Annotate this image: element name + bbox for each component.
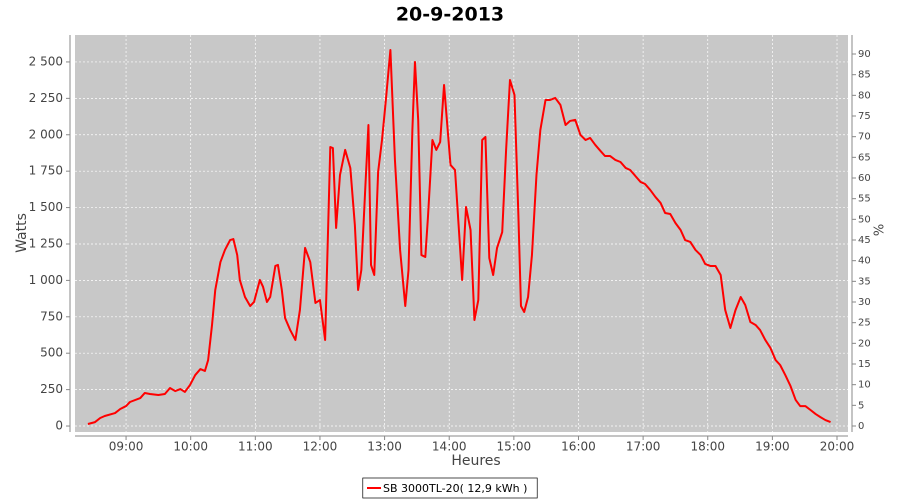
x-tick-label: 13:00 <box>367 440 402 454</box>
x-tick-label: 18:00 <box>690 440 725 454</box>
y2-tick-label: 45 <box>858 235 871 246</box>
plot-area <box>75 35 848 432</box>
y2-tick-label: 0 <box>858 421 864 432</box>
y2-tick-label: 85 <box>858 70 871 81</box>
chart-title: 20-9-2013 <box>396 4 504 26</box>
y2-tick-label: 20 <box>858 338 871 349</box>
y2-tick-label: 25 <box>858 318 871 329</box>
legend-box <box>362 477 538 499</box>
line-series <box>87 49 831 425</box>
y-tick-label: 1 750 <box>29 164 63 178</box>
y-tick-label: 2 000 <box>29 127 63 141</box>
x-tick-label: 11:00 <box>238 440 273 454</box>
y-tick-label: 750 <box>40 309 63 323</box>
y2-tick-label: 80 <box>858 90 871 101</box>
y-tick-label: 1 000 <box>29 273 63 287</box>
y-tick-label: 1 500 <box>29 200 63 214</box>
y-tick-label: 2 250 <box>29 91 63 105</box>
y-tick-label: 2 500 <box>29 54 63 68</box>
legend-label: SB 3000TL-20( 12,9 kWh ) <box>383 482 527 495</box>
y2-tick-label: 40 <box>858 256 871 267</box>
y-tick-label: 0 <box>55 419 63 433</box>
x-tick-label: 15:00 <box>497 440 532 454</box>
x-tick-label: 12:00 <box>303 440 338 454</box>
y2-tick-label: 5 <box>858 400 864 411</box>
y2-axis-title: % <box>873 224 888 236</box>
x-axis-title: Heures <box>451 453 500 469</box>
x-tick-label: 16:00 <box>561 440 596 454</box>
x-tick-label: 17:00 <box>626 440 661 454</box>
y-tick-label: 500 <box>40 346 63 360</box>
x-tick-label: 20:00 <box>820 440 855 454</box>
x-tick-label: 09:00 <box>109 440 144 454</box>
y2-tick-label: 90 <box>858 49 871 60</box>
y2-tick-label: 50 <box>858 214 871 225</box>
y2-tick-label: 35 <box>858 276 871 287</box>
y-tick-label: 1 250 <box>29 236 63 250</box>
y2-tick-label: 55 <box>858 194 871 205</box>
y2-tick-label: 70 <box>858 132 871 143</box>
x-tick-label: 14:00 <box>432 440 467 454</box>
y2-tick-label: 10 <box>858 380 871 391</box>
y2-tick-label: 65 <box>858 152 871 163</box>
y2-tick-label: 30 <box>858 297 871 308</box>
y2-tick-label: 60 <box>858 173 871 184</box>
y-tick-label: 250 <box>40 382 63 396</box>
y-axis-title: Watts <box>14 213 30 253</box>
y2-tick-label: 15 <box>858 359 871 370</box>
x-tick-label: 19:00 <box>755 440 790 454</box>
x-tick-label: 10:00 <box>173 440 208 454</box>
y2-tick-label: 75 <box>858 111 871 122</box>
